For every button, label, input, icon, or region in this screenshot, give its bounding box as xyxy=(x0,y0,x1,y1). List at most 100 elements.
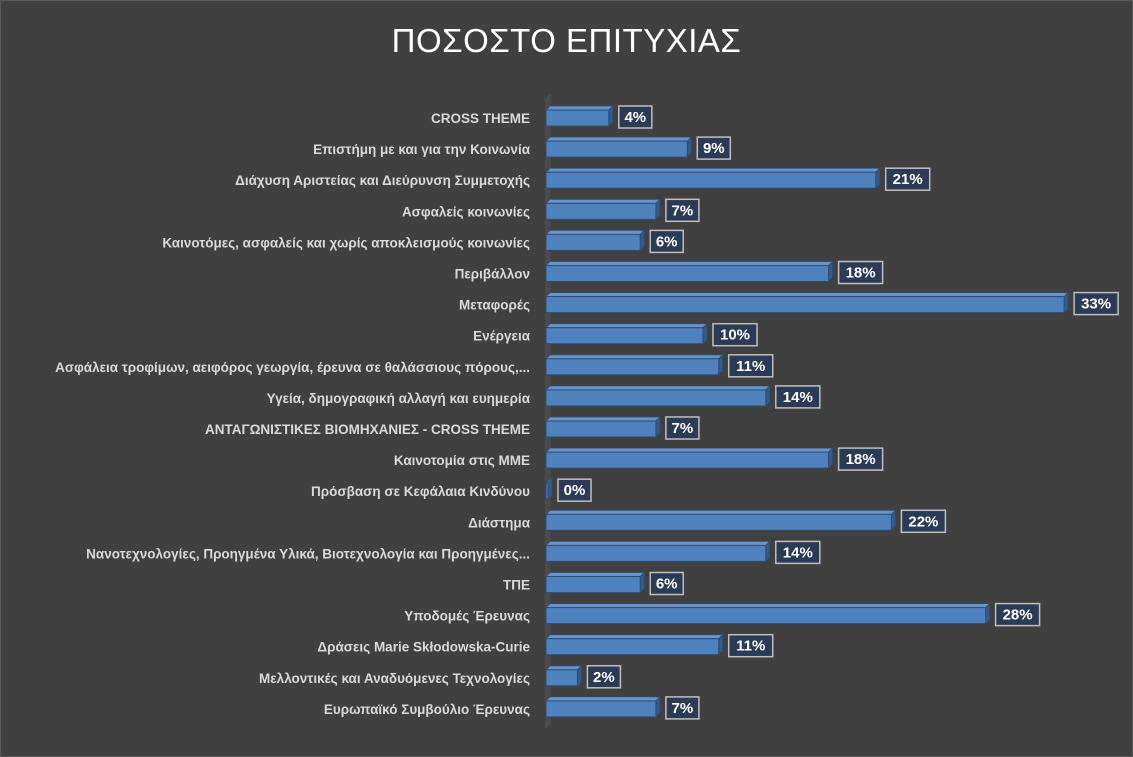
bar-side-face xyxy=(686,136,692,159)
category-label: Υποδομές Έρευνας xyxy=(404,609,530,624)
bar-top-face xyxy=(545,136,693,142)
bar-top-face xyxy=(545,261,834,266)
value-label-box xyxy=(1073,291,1119,316)
bar xyxy=(545,327,704,345)
bar-side-face xyxy=(639,571,645,594)
value-label: 7% xyxy=(672,202,694,219)
category-label: ΤΠΕ xyxy=(503,578,530,593)
bar-top-face xyxy=(545,167,881,173)
category-label: ΑΝΤΑΓΩΝΙΣΤΙΚΕΣ ΒΙΟΜΗΧΑΝΙΕΣ - CROSS THEME xyxy=(205,422,530,437)
value-label: 14% xyxy=(783,544,813,561)
value-label: 18% xyxy=(846,265,876,282)
bar-side-face xyxy=(547,478,553,501)
category-label: Δράσεις Marie Skłodowska-Curie xyxy=(317,640,530,655)
bar xyxy=(545,233,641,251)
bar xyxy=(545,482,549,500)
value-label: 6% xyxy=(656,576,678,593)
bar-side-face xyxy=(718,633,724,656)
value-label-box xyxy=(649,229,684,254)
bar xyxy=(545,638,720,656)
bar-side-face xyxy=(828,447,833,470)
bar xyxy=(545,607,987,625)
value-label: 0% xyxy=(564,482,586,499)
bar-top-face xyxy=(545,603,991,608)
bar-side-face xyxy=(655,198,661,221)
value-label: 33% xyxy=(1081,296,1111,313)
category-label: Ασφάλεια τροφίμων, αειφόρος γεωργία, έρε… xyxy=(55,360,530,375)
bar-side-face xyxy=(655,695,661,718)
value-label-box xyxy=(665,696,700,720)
value-label: 6% xyxy=(656,233,678,250)
value-label: 7% xyxy=(672,420,694,437)
value-label-box xyxy=(775,540,821,565)
value-label: 28% xyxy=(1003,607,1033,624)
value-label-box xyxy=(837,260,884,285)
value-label-box xyxy=(712,322,758,347)
value-label-box xyxy=(618,105,653,129)
category-label: Πρόσβαση σε Κεφάλαια Κινδύνου xyxy=(311,484,530,499)
bar-side-face xyxy=(828,260,833,283)
value-label: 9% xyxy=(703,140,725,157)
value-label-box xyxy=(900,509,947,534)
bar xyxy=(545,202,657,220)
bar-top-face xyxy=(545,105,614,111)
value-label: 18% xyxy=(846,451,876,468)
bar-top-face xyxy=(545,198,661,204)
bar-top-face xyxy=(545,572,646,577)
bar-top-face xyxy=(545,634,724,640)
value-label-box xyxy=(727,633,774,658)
bar xyxy=(545,296,1065,314)
bar-top-face xyxy=(545,323,708,329)
bar-side-face xyxy=(608,105,614,127)
bar-top-face xyxy=(545,354,724,360)
bar xyxy=(545,513,892,531)
value-label-box xyxy=(557,478,592,502)
value-label: 11% xyxy=(736,358,765,375)
category-label: Επιστήμη με και για την Κοινωνία xyxy=(313,142,531,157)
value-label: 2% xyxy=(593,669,615,686)
bar xyxy=(545,451,830,469)
category-label: Μεταφορές xyxy=(459,298,530,313)
category-label: Διάχυση Αριστείας και Διεύρυνση Συμμετοχ… xyxy=(235,173,530,188)
category-label: Καινοτομία στις ΜΜΕ xyxy=(394,453,530,468)
value-label-box xyxy=(727,354,774,378)
bar-top-face xyxy=(545,292,1070,298)
bar-top-face xyxy=(545,541,771,546)
category-label: Ασφαλείς κοινωνίες xyxy=(402,204,530,219)
value-label: 4% xyxy=(624,109,646,126)
category-label: CROSS THEME xyxy=(431,111,530,126)
value-label: 7% xyxy=(672,700,694,717)
bar-top-face xyxy=(545,385,771,391)
value-label-box xyxy=(837,447,884,471)
bar xyxy=(545,420,657,438)
bar-top-face xyxy=(545,509,897,515)
bar xyxy=(545,544,767,562)
axis-wall xyxy=(545,93,551,730)
bar xyxy=(545,171,877,189)
bar-side-face xyxy=(655,416,661,438)
bar-side-face xyxy=(639,229,645,252)
chart-title: ΠΟΣΟΣΤΟ ΕΠΙΤΥΧΙΑΣ xyxy=(391,22,742,59)
category-label: Ενέργεια xyxy=(473,329,531,344)
value-label-box xyxy=(884,167,931,191)
value-label: 11% xyxy=(736,638,765,655)
bar-side-face xyxy=(985,602,990,625)
bar xyxy=(545,140,688,158)
value-label-box xyxy=(994,602,1041,627)
category-label: Καινοτόμες, ασφαλείς και χωρίς αποκλεισμ… xyxy=(162,235,530,250)
category-label: Υγεία, δημογραφική αλλαγή και ευημερία xyxy=(267,391,531,406)
bar-top-face xyxy=(545,665,583,671)
bar-side-face xyxy=(702,322,708,345)
category-label: Περιβάλλον xyxy=(455,267,530,282)
bar xyxy=(545,109,610,127)
bar-side-face xyxy=(765,384,771,407)
category-label: Ευρωπαϊκό Συμβούλιο Έρευνας xyxy=(324,702,530,717)
bar-side-face xyxy=(577,664,582,687)
bar-top-face xyxy=(545,447,834,453)
category-label: Νανοτεχνολογίες, Προηγμένα Υλικά, Βιοτεχ… xyxy=(86,546,530,561)
value-label-box xyxy=(775,385,821,409)
bar-side-face xyxy=(765,540,771,563)
value-label-box xyxy=(665,198,700,223)
value-label-box xyxy=(696,136,732,160)
bar xyxy=(545,669,578,687)
